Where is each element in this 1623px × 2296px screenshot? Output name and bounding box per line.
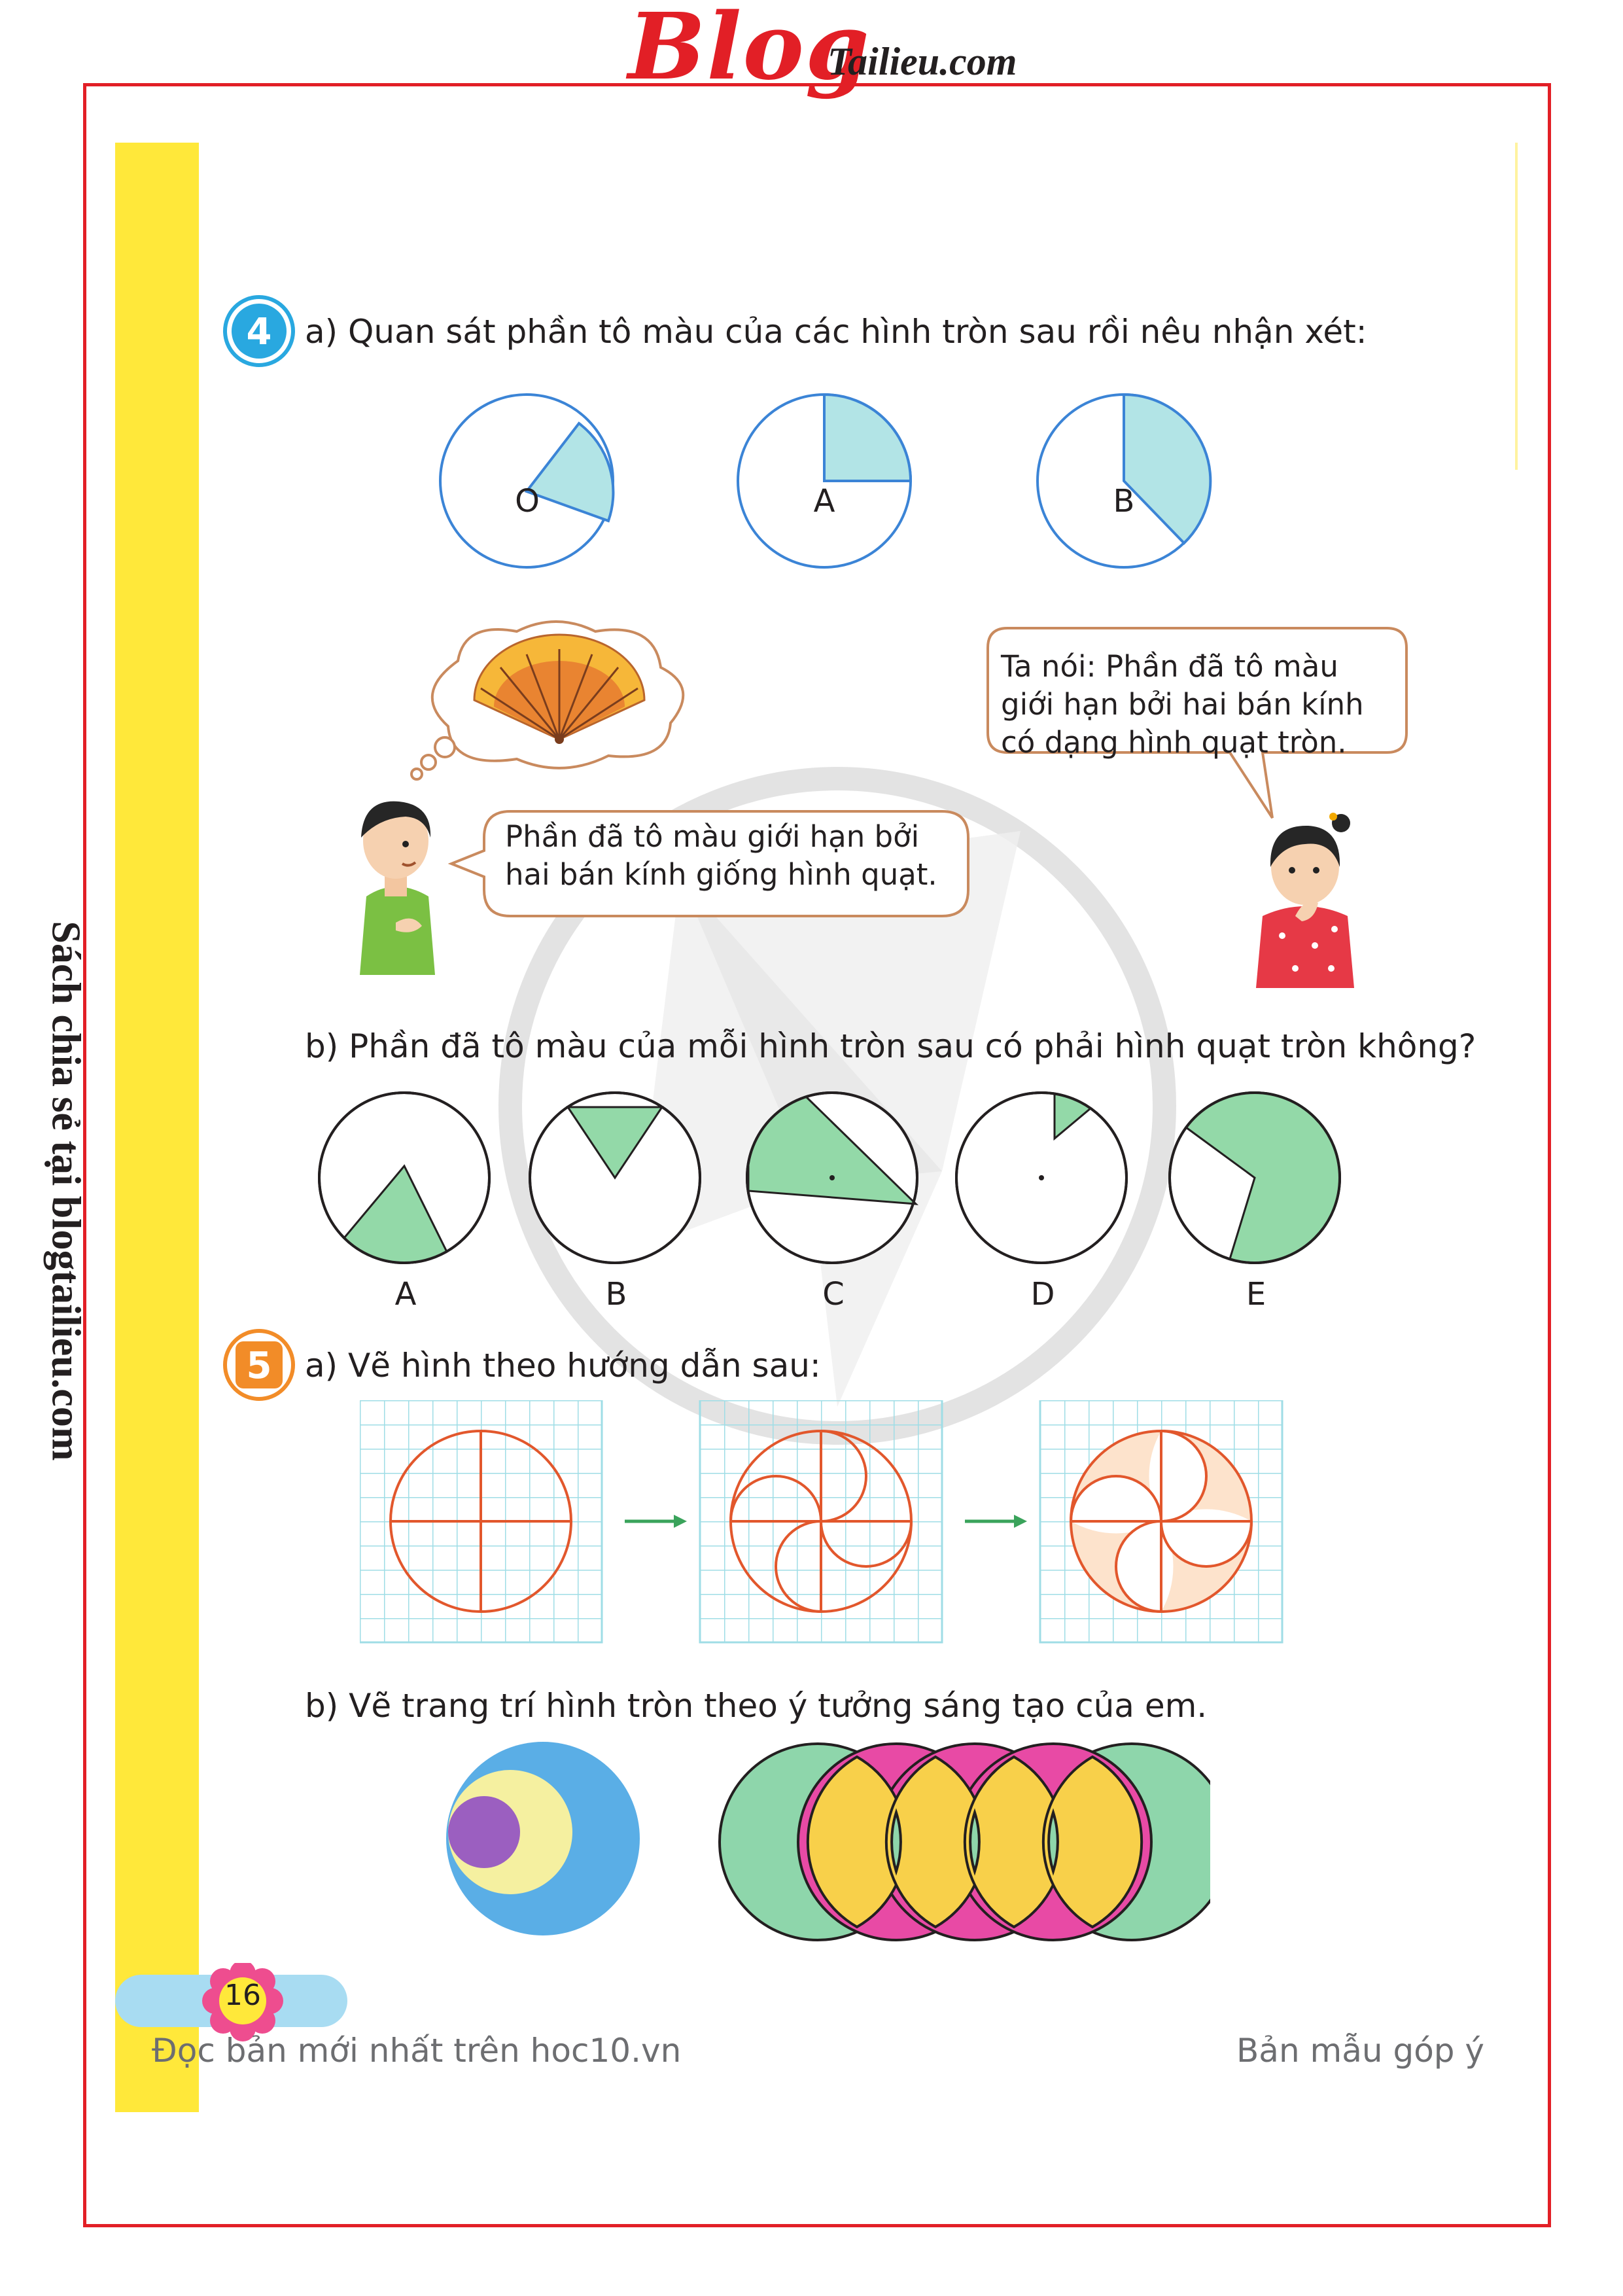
flower-icon	[202, 1963, 283, 2041]
exercise-4a-circles	[439, 393, 1212, 569]
circle-b	[1036, 393, 1212, 569]
circle-4b-label-a: A	[394, 1276, 417, 1313]
fan-icon	[473, 633, 646, 744]
boy-illustration	[360, 801, 435, 975]
circle-a	[737, 393, 913, 569]
exercise-4b-question: b) Phần đã tô màu của mỗi hình tròn sau …	[305, 1027, 1476, 1065]
footer-right-note: Bản mẫu góp ý	[1236, 2032, 1485, 2070]
page-number-badge	[115, 1963, 347, 2041]
footer-left-link[interactable]: Đọc bản mới nhất trên hoc10.vn	[152, 2032, 682, 2070]
arrow-icon-1	[625, 1515, 687, 1528]
exercise-4-number: 4	[247, 311, 272, 353]
boy-bubble-text: Phần đã tô màu giới hạn bởi hai bán kính…	[505, 818, 937, 894]
logo-main-text: Blog	[628, 0, 871, 101]
logo-suffix-text: Tailieu.com	[828, 40, 1017, 83]
circle-4b-label-c: C	[822, 1276, 845, 1313]
circle-4b-label-e: E	[1246, 1276, 1266, 1313]
circle-4b-e	[1168, 1091, 1341, 1264]
nested-circles-decoration	[446, 1742, 640, 1935]
exercise-5a-drawings	[360, 1400, 1283, 1644]
drawing-step-1	[360, 1400, 603, 1644]
thought-dots	[410, 736, 456, 781]
exercise-4-number-badge: 4	[223, 295, 295, 367]
exercise-5b-question: b) Vẽ trang trí hình tròn theo ý tưởng s…	[305, 1687, 1208, 1725]
exercise-5-number-badge: 5	[223, 1329, 295, 1401]
exercise-4b-circles	[318, 1091, 1341, 1264]
right-accent-line	[1515, 143, 1518, 470]
arrow-icon-2	[965, 1515, 1027, 1528]
circle-4b-label-d: D	[1030, 1276, 1055, 1313]
overlapping-circles-decoration	[718, 1742, 1210, 1941]
circle-4b-b	[529, 1091, 701, 1264]
boy-bubble-line-2: hai bán kính giống hình quạt.	[505, 857, 937, 892]
girl-illustration	[1256, 813, 1354, 988]
exercise-5a-question: a) Vẽ hình theo hướng dẫn sau:	[305, 1347, 821, 1385]
girl-speech-bubble	[986, 627, 1408, 819]
circle-label-a: A	[813, 483, 835, 520]
site-logo[interactable]: Blog Tailieu.com	[628, 0, 1047, 101]
exercise-5-number: 5	[247, 1345, 272, 1387]
circle-label-o: O	[515, 483, 540, 520]
circle-label-b: B	[1113, 483, 1135, 520]
circle-o	[439, 393, 615, 569]
exercise-4a-question: a) Quan sát phần tô màu của các hình trò…	[305, 313, 1367, 351]
side-yellow-bar	[115, 143, 199, 2112]
exercise-5b-decorations	[446, 1742, 1210, 1941]
boy-bubble-line-1: Phần đã tô màu giới hạn bởi	[505, 819, 920, 854]
girl-bubble-line-1: Ta nói: Phần đã tô màu	[1001, 649, 1338, 684]
side-watermark-note: Sách chia sẻ tại blogtailieu.com	[26, 844, 105, 1538]
boy-speech-bubble	[447, 810, 969, 917]
circle-4b-d	[955, 1091, 1128, 1264]
drawing-step-3	[1039, 1400, 1283, 1644]
thought-bubble-fan	[430, 620, 685, 769]
side-note-text: Sách chia sẻ tại blogtailieu.com	[43, 921, 88, 1461]
girl-bubble-line-3: có dạng hình quạt tròn.	[1001, 725, 1347, 760]
circle-4b-a	[318, 1091, 491, 1264]
page-border	[83, 83, 1551, 2227]
circle-4b-label-b: B	[605, 1276, 627, 1313]
girl-bubble-text: Ta nói: Phần đã tô màu giới hạn bởi hai …	[1001, 648, 1364, 762]
girl-bubble-line-2: giới hạn bởi hai bán kính	[1001, 687, 1364, 722]
drawing-step-2	[699, 1400, 943, 1644]
circle-4b-c	[746, 1091, 919, 1264]
page-number: 16	[224, 1979, 261, 2012]
